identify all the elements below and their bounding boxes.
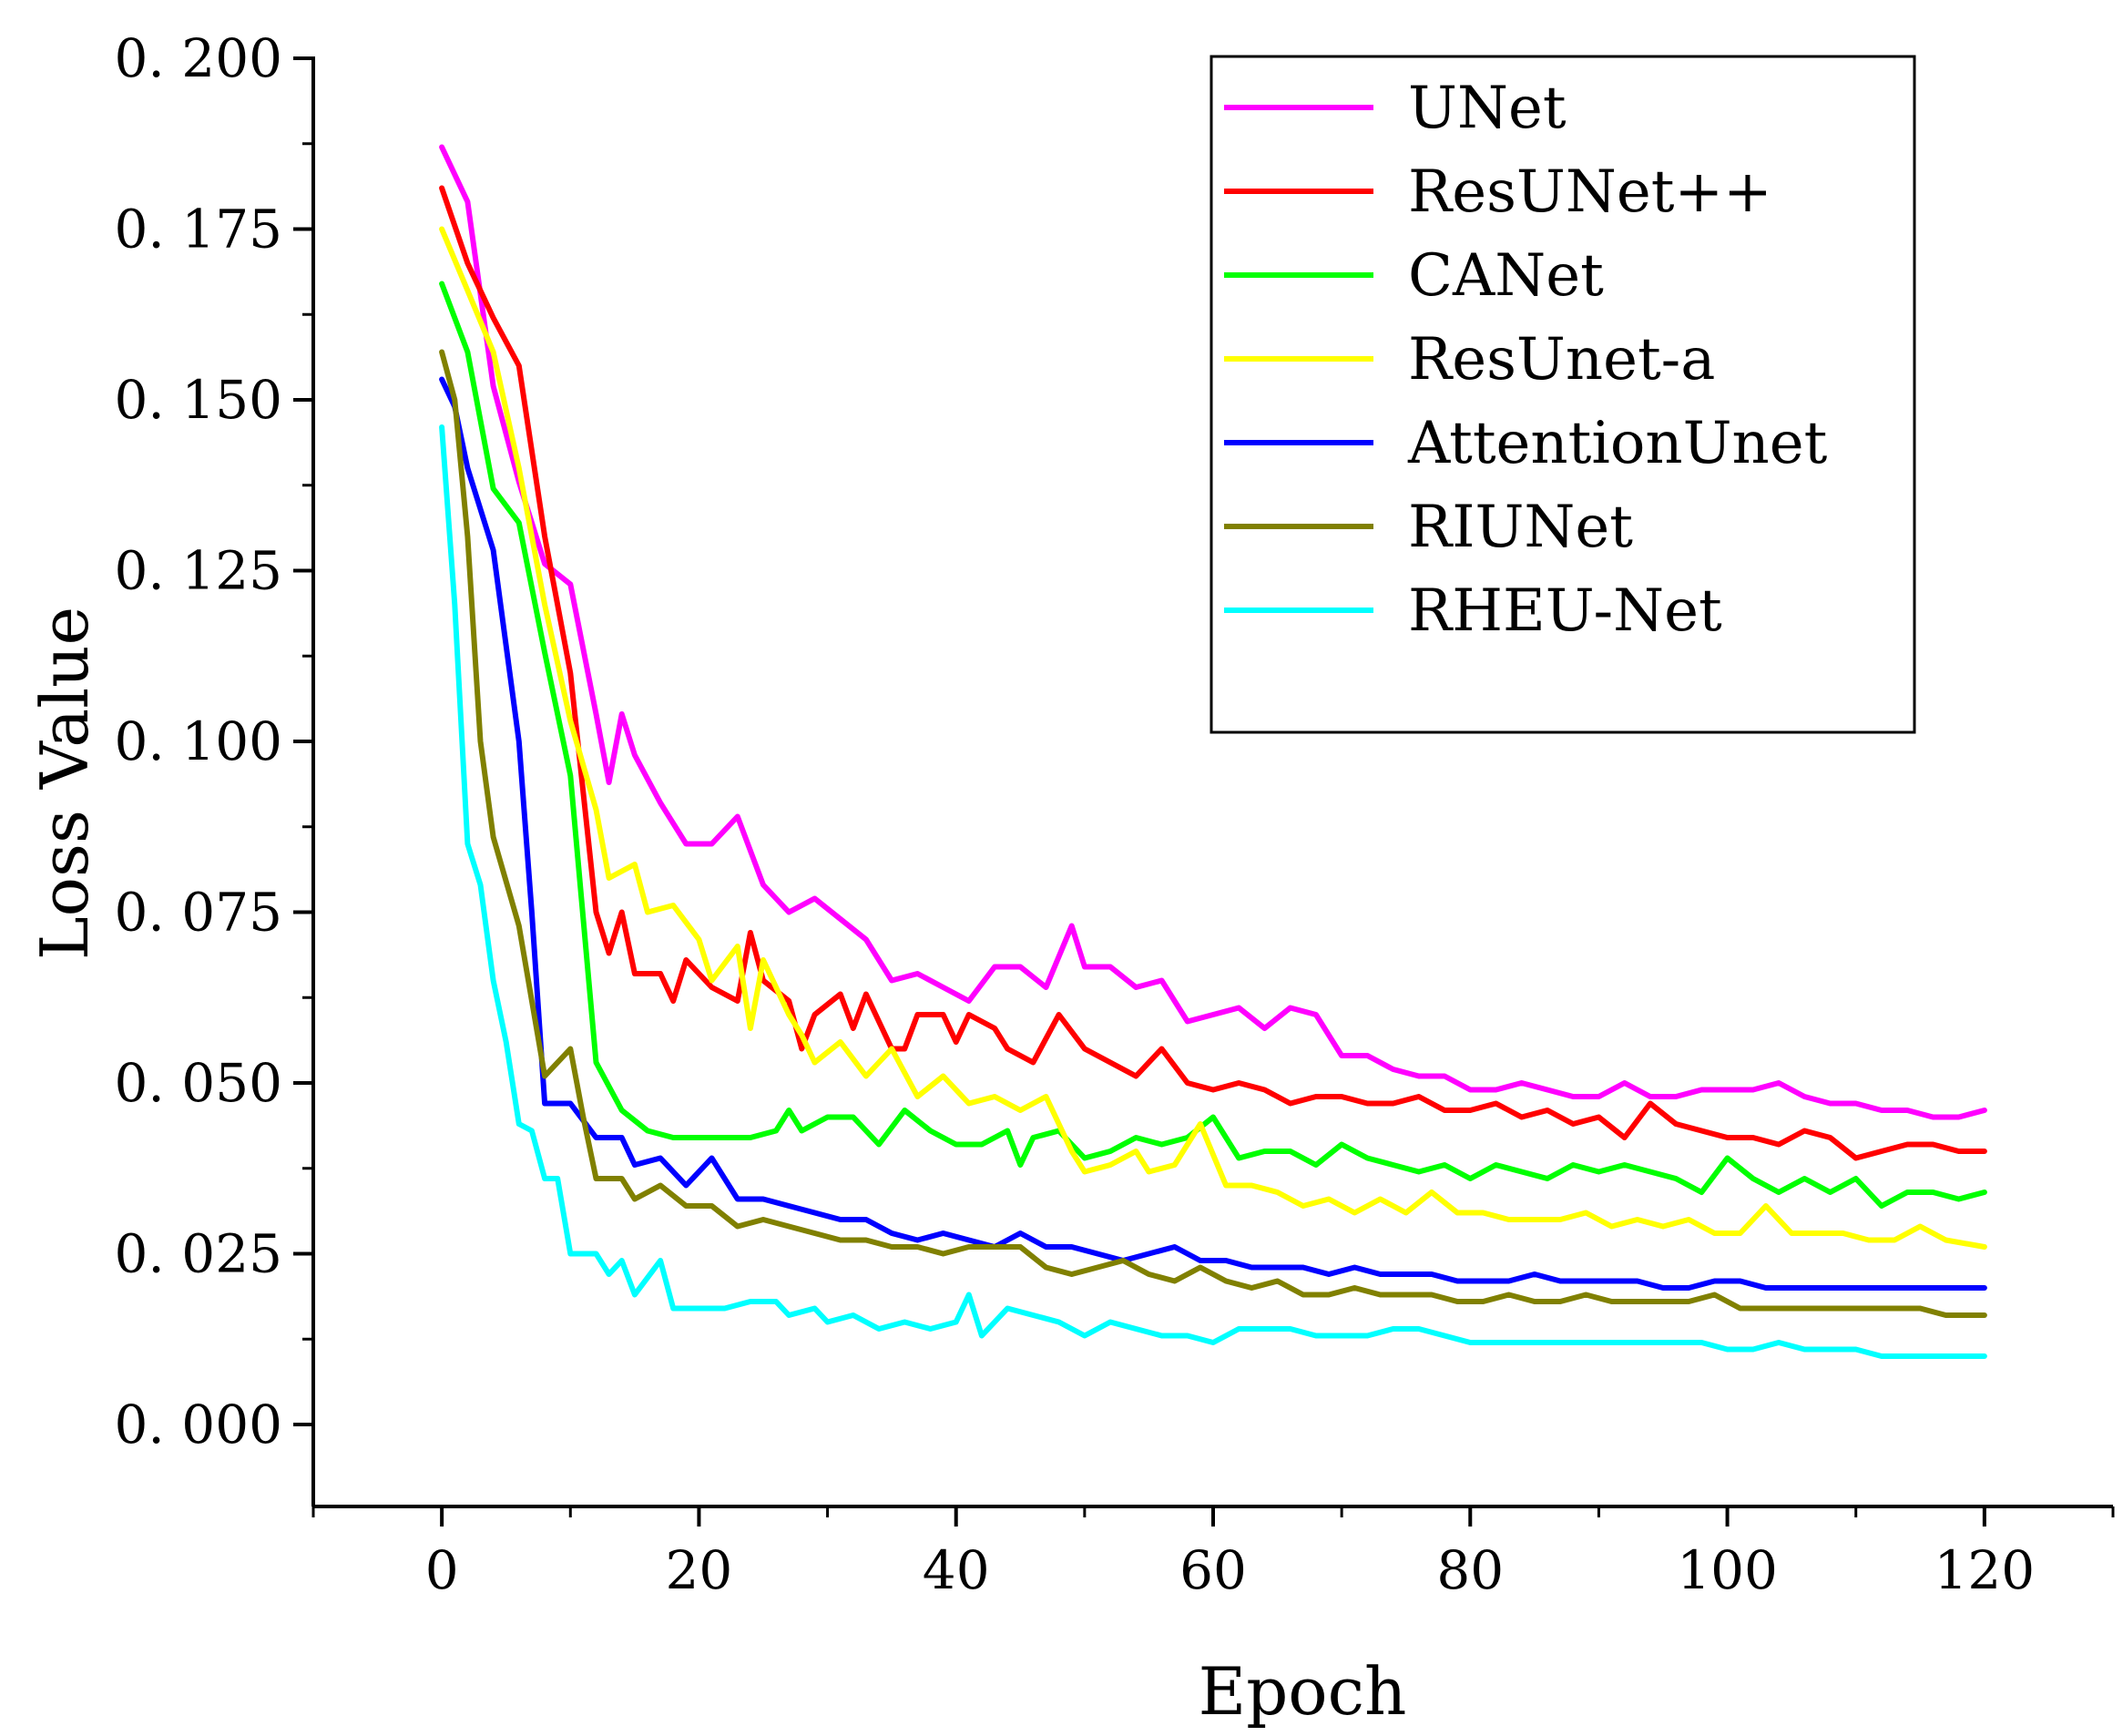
series-line-canet: [439, 281, 1987, 1209]
legend-box: [1209, 55, 1916, 734]
x-tick-label: 80: [1436, 1539, 1504, 1601]
x-tick-label: 20: [666, 1539, 733, 1601]
y-tick-label: 0. 100: [115, 710, 282, 772]
y-tick-label: 0. 050: [115, 1052, 282, 1114]
legend-label: AttentionUnet: [1407, 410, 1828, 477]
legend-label: ResUnet-a: [1408, 326, 1715, 393]
legend-label: UNet: [1408, 75, 1567, 142]
x-tick-label: 60: [1179, 1539, 1247, 1601]
x-axis-title: Epoch: [1199, 1653, 1407, 1730]
series-line-unet: [439, 144, 1987, 1120]
series-line-rheu-net: [439, 424, 1987, 1359]
legend-label: ResUNet++: [1408, 158, 1772, 226]
x-tick-label: 40: [923, 1539, 990, 1601]
y-tick-label: 0. 175: [115, 199, 282, 260]
series-line-riunet: [439, 349, 1987, 1318]
legend-label: CANet: [1408, 242, 1604, 310]
x-tick-label: 120: [1934, 1539, 2035, 1601]
y-tick-label: 0. 025: [115, 1223, 282, 1285]
y-tick-label: 0. 150: [115, 369, 282, 431]
y-tick-label: 0. 075: [115, 882, 282, 944]
series-lines: [439, 144, 1987, 1359]
legend-label: RHEU-Net: [1408, 577, 1722, 645]
series-line-resunet-: [439, 185, 1987, 1161]
x-tick-label: 100: [1677, 1539, 1778, 1601]
y-tick-label: 0. 000: [115, 1394, 282, 1455]
y-tick-label: 0. 200: [115, 27, 282, 89]
series-line-attentionunet: [439, 376, 1987, 1291]
y-axis-title: Loss Value: [26, 607, 103, 960]
axes: 0. 000 0. 025 0. 050 0. 075 0. 100 0. 125 0. 1…: [115, 27, 2115, 1601]
series-line-resunet-a: [439, 226, 1987, 1250]
y-tick-label: 0. 125: [115, 540, 282, 602]
legend: UNet ResUNet++ CANet ResUnet-a AttentionUnet…: [1209, 55, 1916, 734]
x-tick-label: 0: [425, 1539, 459, 1601]
legend-label: RIUNet: [1408, 494, 1633, 561]
